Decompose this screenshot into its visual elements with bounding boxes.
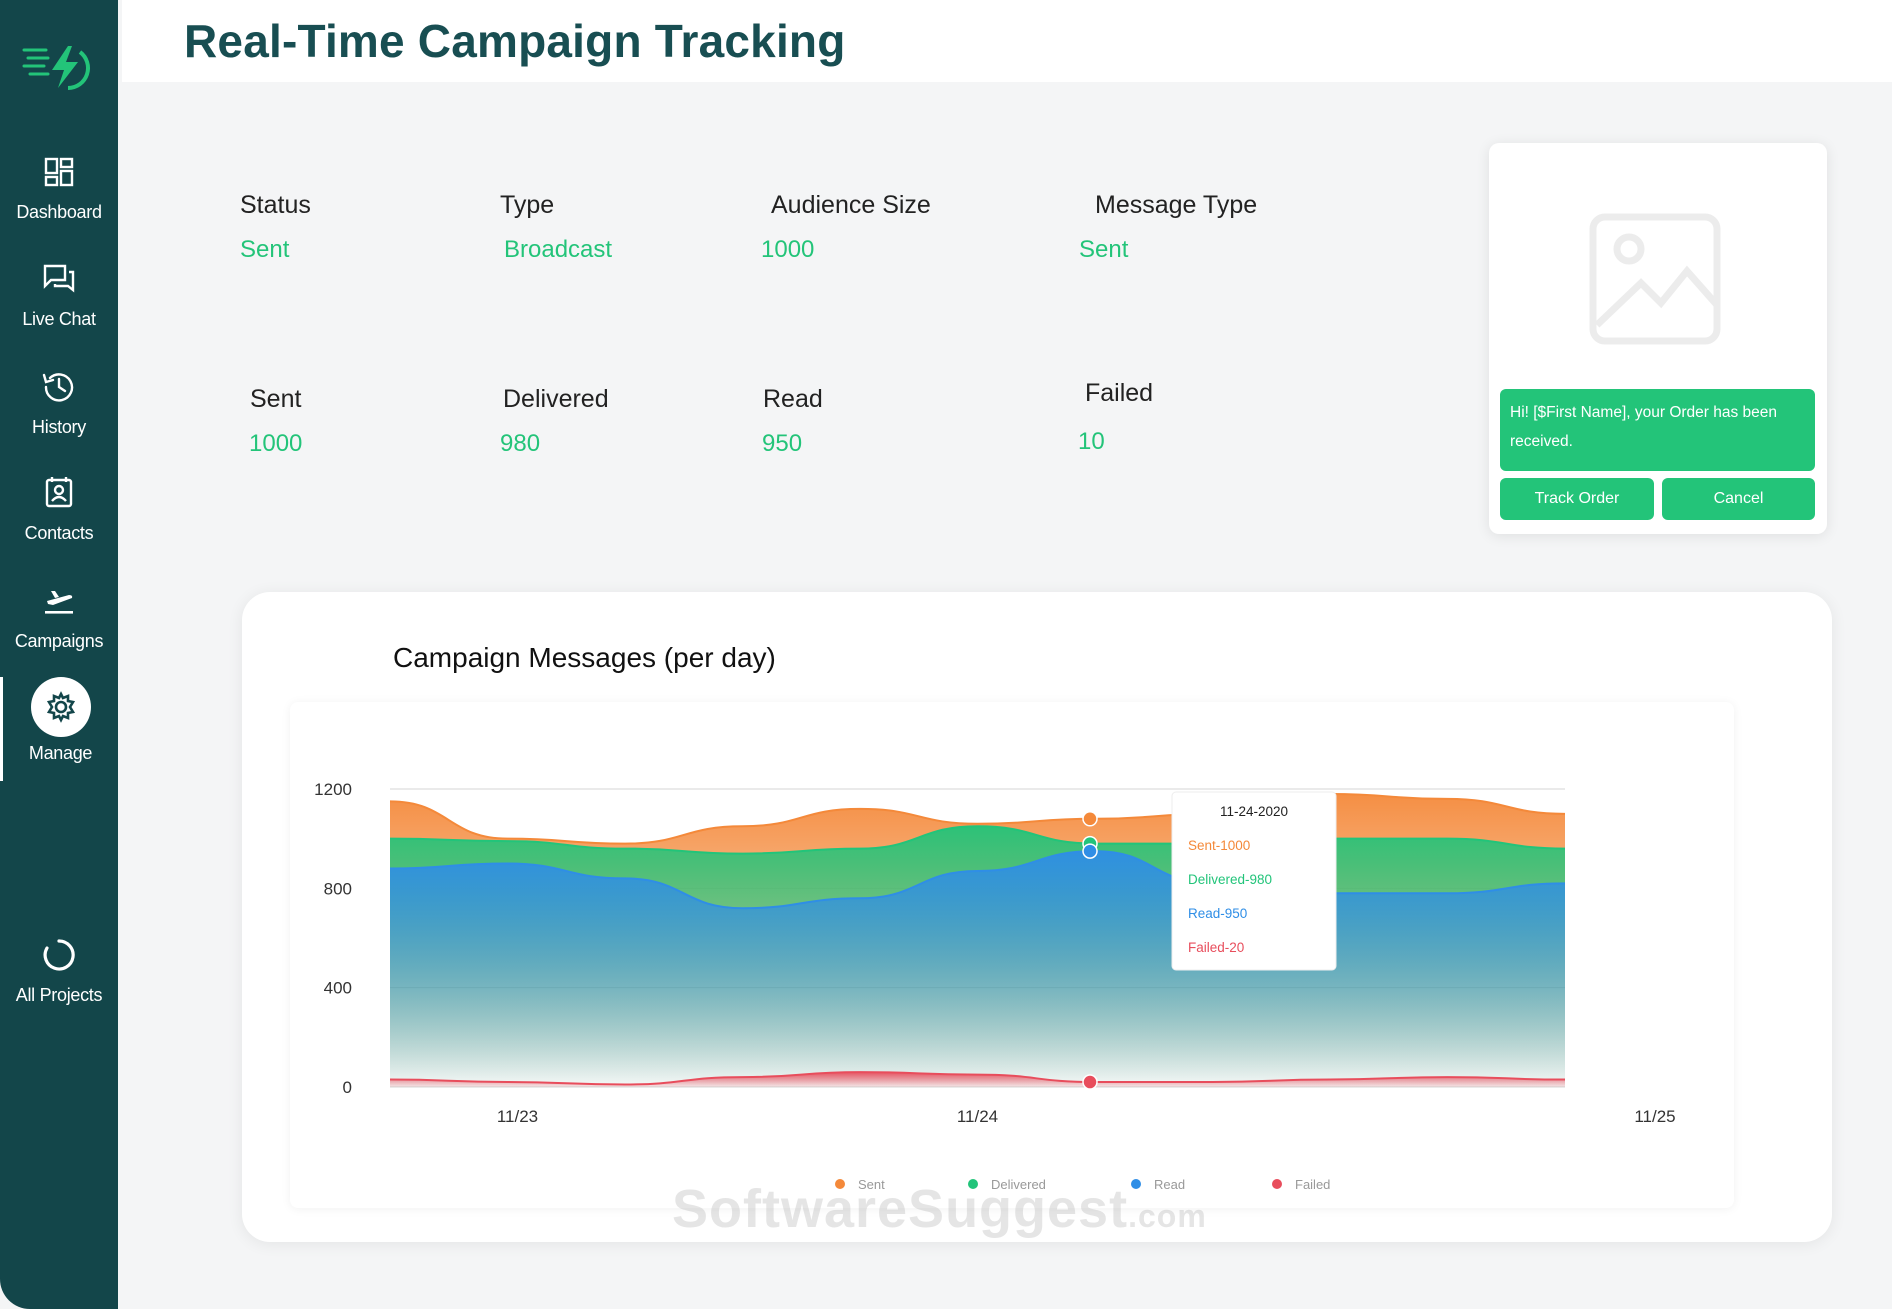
sidebar-item-label: All Projects (15, 985, 103, 1005)
stat-label: Failed (1085, 379, 1154, 407)
area-chart: 0 400 800 1200 11/23 11/24 11/25 11-24-2020 Sent… (314, 780, 1675, 1192)
tooltip-line: Failed-20 (1188, 940, 1244, 955)
sidebar: Dashboard Live Chat History Contacts (0, 0, 118, 1309)
x-tick-label: 11/23 (497, 1107, 538, 1126)
chart-panel: 0 400 800 1200 11/23 11/24 11/25 11-24-2020 Sent… (290, 702, 1734, 1208)
y-tick-label: 400 (324, 979, 352, 998)
stat-label: Status (240, 191, 311, 219)
tooltip-line: Delivered-980 (1188, 872, 1272, 887)
chart-title: Campaign Messages (per day) (393, 642, 776, 673)
message-preview-card: Hi! [$First Name], your Order has been r… (1489, 143, 1827, 534)
legend-marker (968, 1179, 978, 1189)
y-tick-label: 800 (324, 879, 352, 898)
stat-value: Broadcast (504, 236, 613, 263)
hover-point-read (1082, 843, 1098, 859)
chart-card: Campaign Messages (per day) 0 400 800 1200 1… (242, 592, 1832, 1242)
series-line-sent (389, 792, 1566, 845)
sidebar-item-label: Dashboard (16, 202, 102, 222)
stat-type: Type Broadcast (500, 191, 612, 264)
stat-value: 1000 (249, 430, 303, 457)
sidebar-item-live-chat[interactable]: Live Chat (0, 259, 118, 359)
stat-label: Audience Size (771, 191, 931, 219)
stat-value: 950 (762, 430, 803, 457)
stat-value: Sent (1079, 236, 1129, 263)
track-order-button[interactable]: Track Order (1500, 478, 1654, 520)
sidebar-item-label: Campaigns (14, 631, 104, 651)
sidebar-item-campaigns[interactable]: Campaigns (0, 581, 118, 681)
message-bubble: Hi! [$First Name], your Order has been r… (1500, 389, 1815, 471)
sidebar-item-label: Live Chat (22, 309, 96, 329)
sidebar-item-all-projects[interactable]: All Projects (0, 935, 118, 1035)
stat-delivered: Delivered 980 (500, 385, 609, 458)
sidebar-item-contacts[interactable]: Contacts (0, 473, 118, 573)
chart-tooltip: 11-24-2020 Sent-1000 Delivered-980 Read-950… (1171, 791, 1337, 971)
stat-value: Sent (240, 236, 290, 263)
stat-value: 980 (500, 430, 541, 457)
legend-label: Failed (1295, 1177, 1330, 1192)
series-line-read (389, 850, 1566, 910)
x-tick-label: 11/24 (957, 1107, 998, 1126)
series-area-failed (390, 1072, 1565, 1087)
hover-point-failed (1082, 1074, 1098, 1090)
chat-icon (39, 259, 79, 299)
tooltip-line: Sent-1000 (1188, 838, 1250, 853)
hover-point-sent (1082, 811, 1098, 827)
tooltip-date: 11-24-2020 (1220, 804, 1288, 819)
cancel-button[interactable]: Cancel (1662, 478, 1815, 520)
sidebar-item-history[interactable]: History (0, 367, 118, 467)
sidebar-item-dashboard[interactable]: Dashboard (0, 152, 118, 252)
logo-icon (22, 46, 90, 90)
y-tick-label: 0 (343, 1078, 352, 1097)
tooltip-box (1171, 791, 1337, 971)
legend-label: Read (1154, 1177, 1185, 1192)
tooltip-line: Read-950 (1188, 906, 1247, 921)
legend-label: Delivered (991, 1177, 1046, 1192)
stat-value: 10 (1078, 428, 1105, 455)
series-line-delivered (389, 825, 1566, 855)
gear-icon (30, 677, 91, 737)
stat-label: Type (500, 191, 555, 219)
legend-label: Sent (858, 1177, 885, 1192)
plane-icon (39, 581, 79, 621)
contacts-icon (39, 473, 79, 513)
stat-sent: Sent 1000 (249, 385, 303, 458)
stat-status: Status Sent (240, 191, 311, 264)
dashboard-icon (39, 152, 79, 192)
stat-label: Sent (250, 385, 302, 413)
ring-icon (39, 935, 79, 975)
stat-label: Message Type (1095, 191, 1258, 219)
legend-marker (1131, 1179, 1141, 1189)
sidebar-item-label: History (32, 417, 86, 437)
legend-marker (835, 1179, 845, 1189)
sidebar-item-label: Manage (28, 743, 93, 763)
stat-value: 1000 (761, 236, 815, 263)
y-tick-label: 1200 (314, 780, 352, 799)
sidebar-item-manage[interactable]: Manage (0, 677, 118, 781)
stat-label: Read (763, 385, 823, 413)
sidebar-item-label: Contacts (24, 523, 94, 543)
stat-read: Read 950 (762, 385, 823, 458)
stat-audience-size: Audience Size 1000 (761, 191, 931, 264)
page-title: Real-Time Campaign Tracking (184, 15, 846, 67)
legend-marker (1272, 1179, 1282, 1189)
history-icon (39, 367, 79, 407)
image-placeholder-icon (1589, 213, 1721, 345)
stat-message-type: Message Type Sent (1079, 191, 1258, 264)
series-line-failed (389, 1071, 1566, 1086)
stat-failed: Failed 10 (1078, 379, 1154, 456)
x-tick-label: 11/25 (1634, 1107, 1675, 1126)
stat-label: Delivered (503, 385, 609, 413)
header: Real-Time Campaign Tracking (122, 0, 1892, 82)
